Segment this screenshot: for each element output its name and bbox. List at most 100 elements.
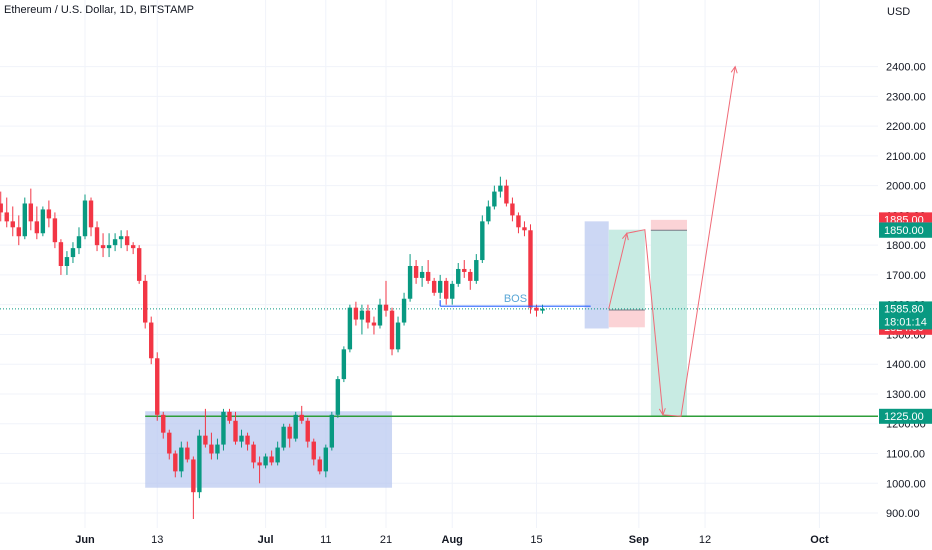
candle-body — [329, 414, 335, 448]
x-tick-label: Jul — [258, 534, 274, 546]
chart-annotations-front: BOS — [439, 65, 738, 417]
candle-body — [40, 209, 46, 234]
candle-body — [155, 358, 160, 415]
x-tick-label: 12 — [699, 534, 711, 546]
price-tag-text: 1850.00 — [884, 225, 924, 237]
candle-body — [0, 203, 3, 213]
candle-body — [118, 236, 124, 240]
x-tick-label: 11 — [320, 534, 331, 546]
x-tick-label: Sep — [629, 534, 649, 546]
candle-body — [293, 414, 298, 439]
candle-body — [353, 307, 359, 320]
candle-body — [34, 221, 40, 234]
time-axis: Jun 13 Jul 11 21 Aug 15 Sep 12 Oct — [75, 534, 829, 546]
candle-body — [10, 221, 15, 228]
candle-body — [136, 248, 142, 281]
candle-body — [4, 212, 9, 222]
candle-body — [444, 280, 449, 299]
candle-body — [82, 200, 88, 237]
x-tick-label: Aug — [442, 534, 463, 546]
candle-body — [251, 444, 256, 463]
candle-body — [149, 322, 154, 359]
candle-body — [377, 304, 383, 326]
y-tick-label: 1100.00 — [886, 449, 925, 461]
candle-body — [413, 265, 419, 278]
candle-body — [510, 203, 515, 216]
candle-body — [263, 456, 268, 466]
candle-body — [468, 271, 473, 281]
candle-body — [239, 435, 244, 442]
projected-path — [608, 66, 736, 417]
candle-body — [100, 245, 106, 249]
price-tag-bg — [879, 408, 932, 424]
candle-body — [317, 459, 322, 472]
candle-body — [341, 349, 347, 380]
short-position-target-zone — [650, 230, 687, 417]
x-tick-label: Jun — [75, 534, 95, 546]
candle-body — [179, 447, 184, 472]
candle-body — [143, 280, 148, 323]
candle-body — [335, 379, 341, 415]
candle-body — [16, 227, 21, 237]
x-tick-label: 21 — [380, 534, 392, 546]
candle-body — [94, 227, 100, 246]
path-arrowhead — [621, 232, 629, 241]
candle-body — [516, 215, 521, 228]
candle-body — [456, 268, 461, 284]
y-tick-label: 2300.00 — [886, 91, 926, 103]
candle-body — [528, 230, 533, 308]
candle-body — [130, 245, 136, 249]
candle-body — [124, 236, 130, 246]
candle-body — [389, 310, 395, 350]
candle-body — [233, 420, 238, 442]
path-arrowhead — [658, 408, 666, 416]
x-tick-label: 13 — [151, 534, 163, 546]
x-tick-label: Oct — [810, 534, 829, 546]
price-tags: 1885.001852.001850.001582.001524.001225.… — [879, 212, 932, 424]
y-tick-label: 2100.00 — [886, 151, 926, 163]
price-tag-bg — [879, 222, 932, 238]
candle-body — [112, 239, 118, 246]
candle-body — [522, 227, 527, 231]
candle-body — [257, 462, 262, 466]
candle-body — [437, 280, 443, 293]
candle-body — [161, 414, 166, 433]
candle-body — [106, 245, 112, 249]
candle-body — [323, 447, 328, 472]
candle-body — [474, 260, 479, 281]
candle-body — [504, 185, 509, 204]
candle-body — [197, 435, 202, 493]
candle-body — [395, 322, 401, 350]
candle-body — [209, 444, 214, 454]
candle-body — [215, 444, 220, 454]
candle-body — [46, 209, 52, 219]
candle-body — [486, 206, 491, 222]
candle-body — [419, 271, 425, 278]
candle-body — [480, 221, 485, 261]
candle-body — [221, 411, 226, 445]
currency-label: USD — [887, 6, 910, 18]
y-tick-label: 1400.00 — [886, 359, 926, 371]
candle-body — [173, 453, 178, 472]
candle-body — [407, 265, 413, 299]
candle-body — [22, 203, 27, 237]
candle-body — [245, 435, 250, 445]
candle-body — [70, 248, 76, 258]
candle-body — [64, 257, 70, 266]
candle-body — [540, 308, 545, 311]
path-arrowhead — [730, 65, 738, 74]
y-tick-label: 2000.00 — [886, 181, 926, 193]
candle-body — [311, 441, 316, 460]
candle-body — [365, 310, 371, 323]
candle-body — [185, 447, 190, 460]
candle-body — [492, 191, 497, 207]
candle-body — [383, 304, 389, 311]
current-price-tag-text: 1585.80 — [884, 303, 924, 315]
long-position-stop-zone — [608, 310, 645, 328]
pullback-zone-box — [584, 221, 609, 329]
price-axis: 900.001000.001100.001200.001300.001400.0… — [886, 6, 926, 520]
candle-body — [227, 411, 232, 421]
bos-label: BOS — [504, 293, 527, 305]
candle-body — [498, 185, 503, 192]
